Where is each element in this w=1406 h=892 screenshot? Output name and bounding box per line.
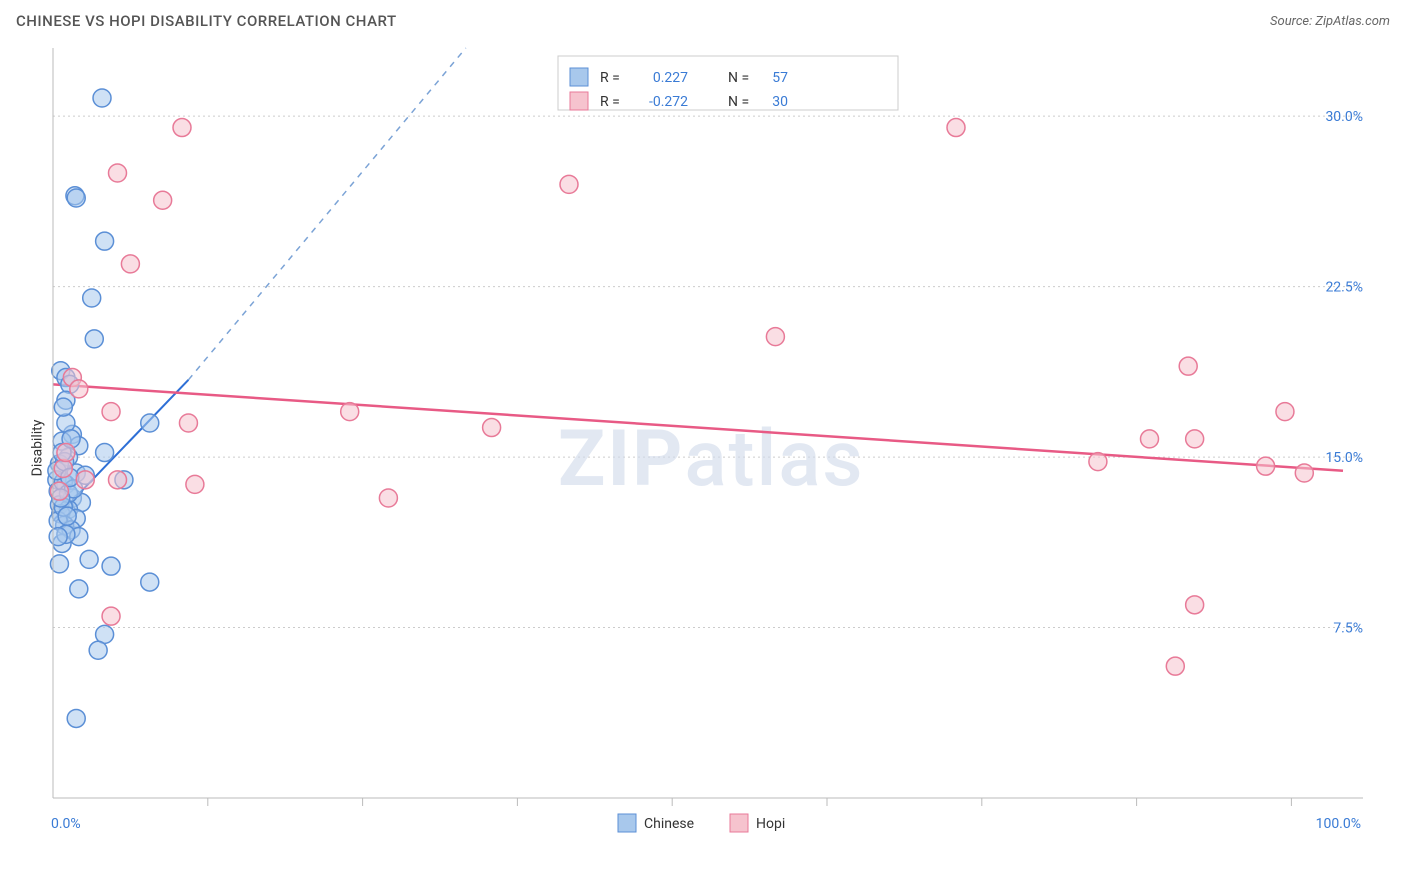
series-swatch	[618, 814, 636, 832]
trendline-chinese-extrapolated	[188, 48, 465, 380]
x-tick-label: 0.0%	[51, 816, 81, 832]
data-point-chinese	[67, 709, 85, 727]
data-point-hopi	[1276, 403, 1294, 421]
data-point-hopi	[54, 459, 72, 477]
data-point-hopi	[109, 164, 127, 182]
y-tick-label: 30.0%	[1325, 109, 1363, 125]
chart-container: Disability 7.5%15.0%22.5%30.0%ZIPatlas0.…	[13, 38, 1393, 858]
data-point-hopi	[1295, 464, 1313, 482]
data-point-hopi	[109, 471, 127, 489]
data-point-hopi	[1166, 657, 1184, 675]
data-point-chinese	[70, 580, 88, 598]
data-point-chinese	[67, 189, 85, 207]
data-point-chinese	[58, 507, 76, 525]
data-point-hopi	[76, 471, 94, 489]
legend-r-value: 0.227	[653, 70, 688, 86]
series-label: Hopi	[756, 816, 785, 832]
data-point-hopi	[341, 403, 359, 421]
legend-r-value: -0.272	[649, 94, 688, 110]
data-point-chinese	[83, 289, 101, 307]
data-point-chinese	[85, 330, 103, 348]
legend-n-value: 57	[772, 70, 788, 86]
data-point-hopi	[1186, 430, 1204, 448]
y-tick-label: 22.5%	[1325, 280, 1363, 296]
legend-n-label: N =	[728, 94, 749, 110]
scatter-chart: 7.5%15.0%22.5%30.0%ZIPatlas0.0%100.0%R =…	[13, 38, 1393, 858]
data-point-chinese	[141, 414, 159, 432]
series-swatch	[730, 814, 748, 832]
data-point-hopi	[173, 119, 191, 137]
data-point-hopi	[57, 444, 75, 462]
data-point-chinese	[89, 641, 107, 659]
data-point-hopi	[1257, 457, 1275, 475]
data-point-hopi	[1089, 453, 1107, 471]
data-point-chinese	[96, 232, 114, 250]
legend-swatch	[570, 68, 588, 86]
data-point-hopi	[1179, 357, 1197, 375]
data-point-hopi	[70, 380, 88, 398]
data-point-hopi	[121, 255, 139, 273]
data-point-hopi	[483, 419, 501, 437]
data-point-hopi	[179, 414, 197, 432]
legend-r-label: R =	[600, 94, 620, 110]
legend-swatch	[570, 92, 588, 110]
data-point-hopi	[560, 175, 578, 193]
data-point-chinese	[102, 557, 120, 575]
data-point-hopi	[1141, 430, 1159, 448]
data-point-chinese	[54, 398, 72, 416]
chart-title: CHINESE VS HOPI DISABILITY CORRELATION C…	[16, 12, 397, 30]
data-point-hopi	[102, 607, 120, 625]
data-point-chinese	[93, 89, 111, 107]
source-attribution: Source: ZipAtlas.com	[1270, 14, 1390, 29]
data-point-chinese	[96, 444, 114, 462]
y-tick-label: 7.5%	[1333, 621, 1363, 637]
data-point-hopi	[102, 403, 120, 421]
x-tick-label: 100.0%	[1316, 816, 1361, 832]
data-point-chinese	[141, 573, 159, 591]
y-tick-label: 15.0%	[1325, 450, 1363, 466]
data-point-hopi	[766, 328, 784, 346]
series-label: Chinese	[644, 816, 694, 832]
data-point-hopi	[379, 489, 397, 507]
data-point-hopi	[947, 119, 965, 137]
data-point-hopi	[154, 191, 172, 209]
data-point-chinese	[49, 528, 67, 546]
y-axis-label: Disability	[29, 420, 45, 477]
data-point-hopi	[1186, 596, 1204, 614]
legend-n-label: N =	[728, 70, 749, 86]
legend-r-label: R =	[600, 70, 620, 86]
data-point-chinese	[80, 550, 98, 568]
legend-n-value: 30	[772, 94, 788, 110]
data-point-hopi	[186, 475, 204, 493]
